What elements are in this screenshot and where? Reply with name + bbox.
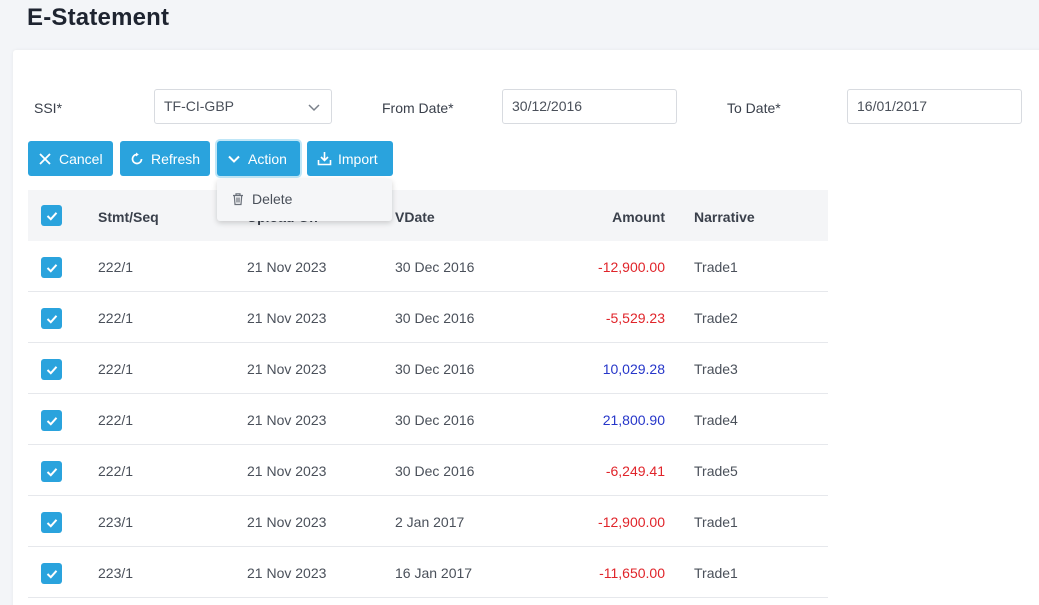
- cell-amount: -12,900.00: [598, 514, 665, 530]
- action-dropdown-menu: Delete: [217, 179, 392, 221]
- ssi-label: SSI*: [34, 100, 63, 116]
- chevron-down-icon: [226, 151, 242, 167]
- table-row[interactable]: 223/1 21 Nov 2023 2 Jan 2017 -12,900.00 Trad…: [28, 496, 828, 547]
- to-date-input[interactable]: 16/01/2017: [847, 89, 1022, 124]
- to-date-label: To Date*: [727, 100, 781, 116]
- refresh-label: Refresh: [151, 150, 201, 167]
- cell-vdate: 2 Jan 2017: [395, 514, 465, 530]
- cancel-button[interactable]: Cancel: [28, 141, 113, 176]
- row-checkbox[interactable]: [41, 410, 62, 431]
- cell-vdate: 30 Dec 2016: [395, 412, 475, 428]
- cell-upload-on: 21 Nov 2023: [247, 412, 327, 428]
- from-date-input[interactable]: 30/12/2016: [502, 89, 677, 124]
- import-label: Import: [338, 150, 378, 167]
- cell-amount: -6,249.41: [605, 463, 665, 479]
- row-checkbox[interactable]: [41, 512, 62, 533]
- cell-narrative: Trade2: [694, 310, 738, 326]
- trash-icon: [231, 192, 245, 206]
- menu-item-delete-label: Delete: [252, 191, 293, 207]
- table-row[interactable]: 222/1 21 Nov 2023 30 Dec 2016 10,029.28 Trad…: [28, 343, 828, 394]
- cell-vdate: 30 Dec 2016: [395, 259, 475, 275]
- close-icon: [37, 151, 53, 167]
- cell-stmt-seq: 222/1: [98, 310, 134, 326]
- row-checkbox[interactable]: [41, 461, 62, 482]
- cell-amount: -11,650.00: [599, 565, 665, 581]
- row-checkbox[interactable]: [41, 563, 62, 584]
- cell-upload-on: 21 Nov 2023: [247, 514, 327, 530]
- download-icon: [316, 151, 332, 167]
- table-row[interactable]: 222/1 21 Nov 2023 30 Dec 2016 -12,900.00 Tra…: [28, 241, 828, 292]
- cell-narrative: Trade4: [694, 412, 738, 428]
- cell-narrative: Trade1: [694, 565, 738, 581]
- cell-amount: 21,800.90: [602, 412, 665, 428]
- cell-narrative: Trade1: [694, 259, 738, 275]
- page-title: E-Statement: [27, 4, 170, 31]
- cancel-label: Cancel: [59, 150, 103, 167]
- cell-upload-on: 21 Nov 2023: [247, 361, 327, 377]
- action-label: Action: [248, 150, 287, 167]
- import-button[interactable]: Import: [307, 141, 393, 176]
- cell-upload-on: 21 Nov 2023: [247, 259, 327, 275]
- cell-narrative: Trade5: [694, 463, 738, 479]
- column-stmt-seq[interactable]: Stmt/Seq: [98, 209, 159, 225]
- cell-stmt-seq: 222/1: [98, 361, 134, 377]
- table-header: Stmt/Seq Upload On VDate Amount Narrativ…: [28, 190, 828, 241]
- cell-amount: 10,029.28: [602, 361, 665, 377]
- menu-item-delete[interactable]: Delete: [231, 191, 292, 207]
- table-row[interactable]: 222/1 21 Nov 2023 30 Dec 2016 21,800.90 Trad…: [28, 394, 828, 445]
- table-row[interactable]: 222/1 21 Nov 2023 30 Dec 2016 -6,249.41 Trad…: [28, 445, 828, 496]
- cell-narrative: Trade3: [694, 361, 738, 377]
- cell-vdate: 30 Dec 2016: [395, 463, 475, 479]
- cell-stmt-seq: 222/1: [98, 412, 134, 428]
- ssi-value: TF-CI-GBP: [164, 98, 234, 114]
- row-checkbox[interactable]: [41, 359, 62, 380]
- chevron-down-icon: [307, 90, 321, 123]
- cell-upload-on: 21 Nov 2023: [247, 310, 327, 326]
- select-all-checkbox[interactable]: [41, 205, 62, 226]
- cell-upload-on: 21 Nov 2023: [247, 463, 327, 479]
- column-narrative[interactable]: Narrative: [694, 209, 755, 225]
- row-checkbox[interactable]: [41, 308, 62, 329]
- cell-stmt-seq: 222/1: [98, 463, 134, 479]
- cell-stmt-seq: 223/1: [98, 514, 134, 530]
- from-date-label: From Date*: [382, 100, 454, 116]
- column-amount[interactable]: Amount: [612, 209, 665, 225]
- refresh-icon: [129, 151, 145, 167]
- cell-stmt-seq: 223/1: [98, 565, 134, 581]
- cell-vdate: 30 Dec 2016: [395, 310, 475, 326]
- cell-stmt-seq: 222/1: [98, 259, 134, 275]
- ssi-select[interactable]: TF-CI-GBP: [154, 89, 332, 124]
- action-button[interactable]: Action: [217, 141, 300, 176]
- cell-upload-on: 21 Nov 2023: [247, 565, 327, 581]
- cell-amount: -5,529.23: [605, 310, 665, 326]
- refresh-button[interactable]: Refresh: [120, 141, 210, 176]
- table-row[interactable]: 223/1 21 Nov 2023 16 Jan 2017 -11,650.00 Tra…: [28, 547, 828, 598]
- cell-narrative: Trade1: [694, 514, 738, 530]
- cell-vdate: 16 Jan 2017: [395, 565, 473, 581]
- column-vdate[interactable]: VDate: [395, 209, 435, 225]
- cell-amount: -12,900.00: [598, 259, 665, 275]
- row-checkbox[interactable]: [41, 257, 62, 278]
- cell-vdate: 30 Dec 2016: [395, 361, 475, 377]
- table-row[interactable]: 222/1 21 Nov 2023 30 Dec 2016 -5,529.23 Trad…: [28, 292, 828, 343]
